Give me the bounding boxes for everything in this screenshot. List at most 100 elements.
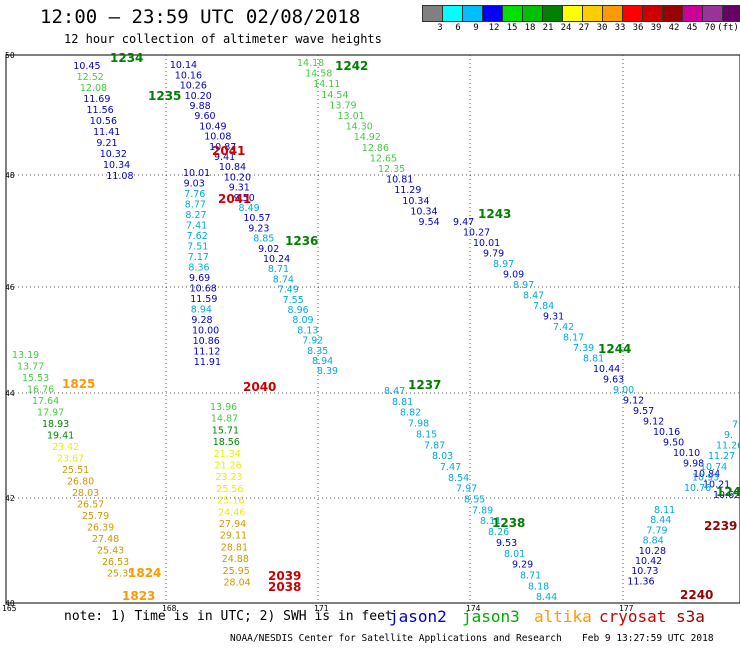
swh-point: 10.84: [693, 469, 720, 480]
swh-point: 8.84: [643, 536, 664, 547]
swh-point: 26.53: [102, 557, 129, 568]
pass-number: 1824: [128, 566, 161, 580]
swh-point: 10.44: [593, 364, 620, 375]
pass-number: 1823: [122, 589, 155, 603]
swh-point: 10.32: [100, 149, 127, 160]
swh-point: 14.54: [321, 90, 348, 101]
swh-point: 13.77: [17, 362, 44, 373]
swh-point: 10.16: [175, 70, 202, 81]
swh-point: 9.69: [189, 273, 210, 284]
legend-label: 33: [614, 23, 626, 33]
pass-number: 1234: [110, 51, 143, 65]
swh-point: 9.29: [512, 560, 533, 571]
swh-point: 8.94: [312, 356, 333, 367]
swh-point: 8.17: [563, 333, 584, 344]
swh-point: 7.79: [646, 525, 667, 536]
swh-point: 10.27: [463, 228, 490, 239]
legend-label: 12: [488, 23, 500, 33]
lat-label: 42: [5, 494, 15, 503]
swh-point: 9.53: [496, 538, 517, 549]
swh-point: 10.49: [199, 121, 226, 132]
swh-point: 25.51: [62, 465, 89, 476]
swh-point: 8.81: [392, 397, 413, 408]
swh-point: 9.12: [643, 417, 664, 428]
swh-point: 9.79: [483, 249, 504, 260]
swh-point: 8.03: [432, 451, 453, 462]
swh-point: 25.43: [97, 546, 124, 557]
swh-point: 9.02: [258, 244, 279, 255]
swh-point: 11.91: [194, 357, 221, 368]
color-legend: [422, 5, 740, 22]
swh-point: 8.97: [513, 280, 534, 291]
pass-number: 2040: [243, 380, 276, 394]
swh-point: 9.00: [613, 385, 634, 396]
swh-point: 10.08: [204, 132, 231, 143]
lat-label: 46: [5, 283, 15, 292]
swh-point: 11.27: [708, 451, 735, 462]
swh-point: 9.03: [184, 179, 205, 190]
legend-label: 9: [473, 23, 479, 33]
credit-line: NOAA/NESDIS Center for Satellite Applica…: [230, 633, 562, 644]
swh-point: 8.81: [583, 354, 604, 365]
swh-point: 29.11: [220, 531, 247, 542]
swh-point: 10.28: [639, 546, 666, 557]
swh-point: 7.39: [573, 343, 594, 354]
legend-label: 6: [455, 23, 461, 33]
swh-point: 11.26: [716, 441, 740, 452]
lon-label: 174: [466, 604, 481, 613]
pass-number: 2240: [680, 588, 713, 602]
swh-point: 14.30: [346, 122, 373, 133]
swh-point: 17.97: [37, 408, 64, 419]
swh-point: 10.42: [635, 556, 662, 567]
swh-point: 25.95: [223, 566, 250, 577]
swh-point: 8.49: [239, 203, 260, 214]
lat-label: 48: [5, 171, 15, 180]
swh-point: 8.39: [317, 366, 338, 377]
legend-swatch: [722, 5, 740, 22]
swh-point: 9.12: [623, 396, 644, 407]
swh-point: 7.76: [184, 189, 205, 200]
map-title: 12:00 – 23:59 UTC 02/08/2018: [40, 6, 361, 28]
swh-point: 8.82: [400, 408, 421, 419]
pass-number: 124: [716, 485, 740, 499]
swh-point: 7.42: [553, 322, 574, 333]
swh-point: 10.10: [673, 448, 700, 459]
swh-point: 9.47: [453, 217, 474, 228]
swh-point: 7.89: [472, 505, 493, 516]
swh-point: 7.51: [187, 242, 208, 253]
swh-point: 28.04: [224, 578, 251, 589]
lat-label: 40: [5, 599, 15, 608]
swh-point: 9.31: [543, 312, 564, 323]
lon-label: 168: [162, 604, 177, 613]
swh-point: 8.09: [292, 315, 313, 326]
legend-label: 30: [596, 23, 608, 33]
swh-point: 7.92: [302, 336, 323, 347]
swh-point: 12.08: [80, 83, 107, 94]
swh-point: 13.96: [210, 402, 237, 413]
pass-number: 1236: [285, 234, 318, 248]
swh-point: 8.96: [288, 305, 309, 316]
swh-point: 11.12: [193, 347, 220, 358]
swh-point: 8.18: [528, 581, 549, 592]
swh-point: 10.34: [410, 206, 437, 217]
swh-point: 7.: [732, 419, 740, 430]
swh-point: 8.97: [493, 259, 514, 270]
swh-point: 9.57: [633, 406, 654, 417]
legend-label: 24: [560, 23, 572, 33]
pass-number: 1237: [408, 378, 441, 392]
swh-point: 12.52: [77, 72, 104, 83]
legend-label: 36: [632, 23, 644, 33]
swh-point: 7.55: [283, 295, 304, 306]
pass-number: 1825: [62, 377, 95, 391]
pass-number: 2041: [212, 144, 245, 158]
swh-point: 8.54: [448, 473, 469, 484]
swh-point: 8.11: [654, 505, 675, 516]
pass-number: 1242: [335, 59, 368, 73]
swh-point: 10.73: [631, 566, 658, 577]
swh-point: 9.50: [663, 438, 684, 449]
swh-point: 21.34: [214, 449, 241, 460]
swh-point: 7.84: [533, 301, 554, 312]
swh-point: 11.59: [190, 294, 217, 305]
swh-point: 12.65: [370, 153, 397, 164]
